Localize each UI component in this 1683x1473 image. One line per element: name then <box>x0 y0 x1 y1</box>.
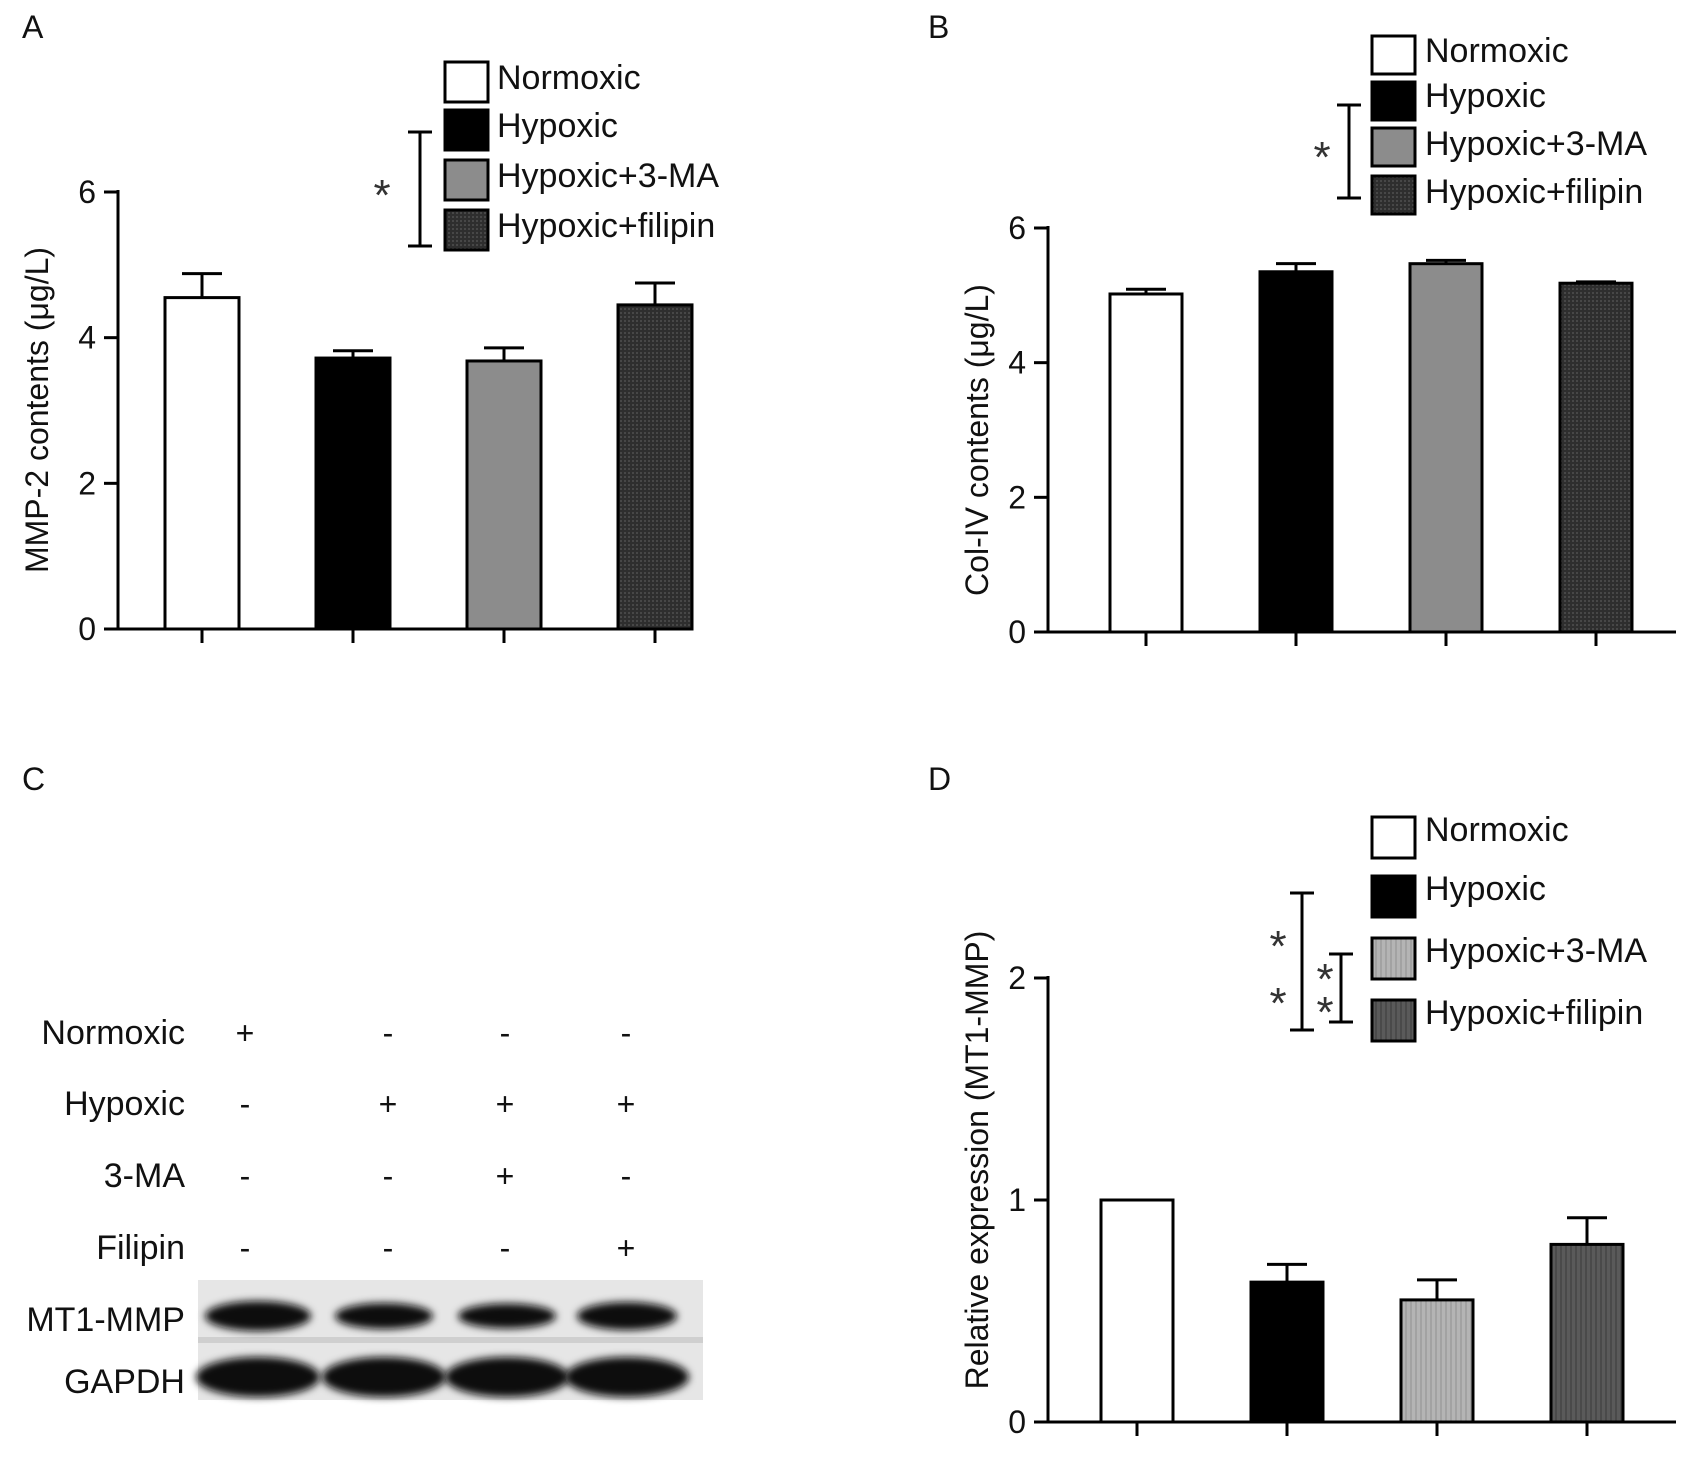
panel-letter-b: B <box>928 9 949 45</box>
legend-label-3ma-a: Hypoxic+3-MA <box>497 157 719 195</box>
legend-swatch-b-3ma <box>1370 126 1417 168</box>
bar-d-normoxic <box>1099 1198 1175 1424</box>
legend-label-hypoxic-a: Hypoxic <box>497 107 618 145</box>
band-mt1-mmp-lane-2 <box>335 1303 433 1329</box>
legend-swatch-b-filipin <box>1370 174 1417 216</box>
y-tick-label-a-1: 2 <box>78 465 96 501</box>
legend-swatch-d-hypoxic <box>1370 874 1417 919</box>
bar-d-filipin <box>1549 1242 1625 1424</box>
legend-label-filipin-b: Hypoxic+filipin <box>1425 173 1643 211</box>
legend-swatch-b-hypoxic <box>1370 80 1417 122</box>
significance-star-d-3: * <box>1316 955 1333 1004</box>
y-tick-label-b-2: 4 <box>1008 345 1026 381</box>
condition-sign-r2-c0: - <box>240 1158 251 1194</box>
band-mt1-mmp-lane-3 <box>458 1303 556 1329</box>
legend-label-normoxic-a: Normoxic <box>497 59 641 97</box>
y-tick-label-b-3: 6 <box>1008 210 1026 246</box>
blot-image <box>196 1280 703 1400</box>
y-tick-label-d-2: 2 <box>1008 960 1026 996</box>
legend-label-hypoxic-d: Hypoxic <box>1425 870 1546 908</box>
legend-label-filipin-d: Hypoxic+filipin <box>1425 994 1643 1032</box>
legend-label-hypoxic-b: Hypoxic <box>1425 77 1546 115</box>
condition-rows: Normoxic Hypoxic 3-MA Filipin <box>41 1014 185 1267</box>
chart-b: Col-IV contents (μg/L) 0 2 4 6 Normoxic Hyp… <box>959 32 1676 650</box>
condition-sign-r3-c3: + <box>617 1230 636 1266</box>
condition-label-3ma: 3-MA <box>104 1157 186 1195</box>
y-tick-label-d-1: 1 <box>1008 1182 1026 1218</box>
band-mt1-mmp-lane-4 <box>577 1302 677 1330</box>
y-tick-label-b-0: 0 <box>1008 614 1026 650</box>
condition-sign-r0-c0: + <box>236 1015 255 1051</box>
blot-label-mt1-mmp: MT1-MMP <box>26 1301 185 1339</box>
bar-b-3ma <box>1408 262 1484 634</box>
significance-star-a: * <box>373 171 390 220</box>
significance-star-d-2: * <box>1269 979 1286 1028</box>
y-tick-label-a-0: 0 <box>78 611 96 647</box>
condition-sign-r1-c2: + <box>496 1086 515 1122</box>
band-mt1-mmp-lane-1 <box>205 1301 311 1331</box>
condition-label-hypoxic: Hypoxic <box>64 1085 185 1123</box>
panel-letter-d: D <box>928 761 951 797</box>
legend-swatch-a-filipin <box>443 208 490 252</box>
legend-swatch-d-normoxic <box>1370 815 1417 860</box>
condition-sign-r0-c1: - <box>383 1015 394 1051</box>
chart-d: Relative expression (MT1-MMP) 0 1 2 Normox… <box>959 811 1676 1440</box>
bar-b-hypoxic <box>1258 270 1334 634</box>
legend-label-normoxic-b: Normoxic <box>1425 32 1569 70</box>
bar-b-normoxic <box>1108 292 1184 634</box>
bar-a-hypoxic <box>314 356 392 631</box>
condition-sign-r2-c2: + <box>496 1158 515 1194</box>
legend-swatch-a-hypoxic <box>443 108 490 152</box>
condition-sign-r0-c2: - <box>500 1015 511 1051</box>
condition-label-filipin: Filipin <box>96 1229 185 1267</box>
legend-label-3ma-d: Hypoxic+3-MA <box>1425 932 1647 970</box>
legend-swatch-a-3ma <box>443 158 490 202</box>
band-gapdh-lane-4 <box>565 1357 689 1397</box>
y-axis-label-d: Relative expression (MT1-MMP) <box>959 931 995 1390</box>
panel-letter-a: A <box>22 9 44 45</box>
condition-sign-r3-c1: - <box>383 1230 394 1266</box>
legend-label-filipin-a: Hypoxic+filipin <box>497 207 715 245</box>
bar-b-filipin <box>1558 281 1634 634</box>
legend-swatch-b-normoxic <box>1370 34 1417 76</box>
legend-swatch-d-filipin <box>1370 998 1417 1043</box>
legend-swatch-d-3ma <box>1370 936 1417 981</box>
bar-d-hypoxic <box>1249 1280 1325 1424</box>
significance-star-d-1: * <box>1269 922 1286 971</box>
y-tick-label-d-0: 0 <box>1008 1404 1026 1440</box>
panel-letter-c: C <box>22 761 45 797</box>
band-gapdh-lane-1 <box>196 1357 320 1397</box>
condition-sign-r3-c0: - <box>240 1230 251 1266</box>
condition-sign-r3-c2: - <box>500 1230 511 1266</box>
y-axis-label-b: Col-IV contents (μg/L) <box>959 284 995 596</box>
significance-star-b: * <box>1313 133 1330 182</box>
y-tick-label-b-1: 2 <box>1008 479 1026 515</box>
condition-sign-r2-c3: - <box>621 1158 632 1194</box>
y-tick-label-a-2: 4 <box>78 320 96 356</box>
chart-a: MMP-2 contents (μg/L) 0 2 4 6 Normoxic Hypo… <box>19 59 719 647</box>
condition-sign-r1-c3: + <box>617 1086 636 1122</box>
blot-strip-divider <box>198 1337 703 1343</box>
condition-label-normoxic: Normoxic <box>41 1014 185 1052</box>
legend-swatch-a-normoxic <box>443 60 490 104</box>
western-blot-panel: Normoxic Hypoxic 3-MA Filipin + - - - - + + + - -… <box>26 1014 703 1401</box>
legend-label-normoxic-d: Normoxic <box>1425 811 1569 849</box>
bar-a-normoxic <box>163 296 241 631</box>
y-axis-label-a: MMP-2 contents (μg/L) <box>19 247 55 573</box>
band-gapdh-lane-3 <box>445 1357 569 1397</box>
condition-sign-r2-c1: - <box>383 1158 394 1194</box>
bar-a-3ma <box>465 359 543 631</box>
bar-d-3ma <box>1399 1298 1475 1424</box>
condition-sign-r1-c1: + <box>379 1086 398 1122</box>
significance-star-d-4: * <box>1316 988 1333 1037</box>
y-tick-label-a-3: 6 <box>78 174 96 210</box>
bar-a-filipin <box>616 303 694 631</box>
condition-sign-r1-c0: - <box>240 1086 251 1122</box>
band-gapdh-lane-2 <box>322 1357 446 1397</box>
condition-sign-r0-c3: - <box>621 1015 632 1051</box>
blot-label-gapdh: GAPDH <box>64 1363 185 1401</box>
legend-label-3ma-b: Hypoxic+3-MA <box>1425 125 1647 163</box>
